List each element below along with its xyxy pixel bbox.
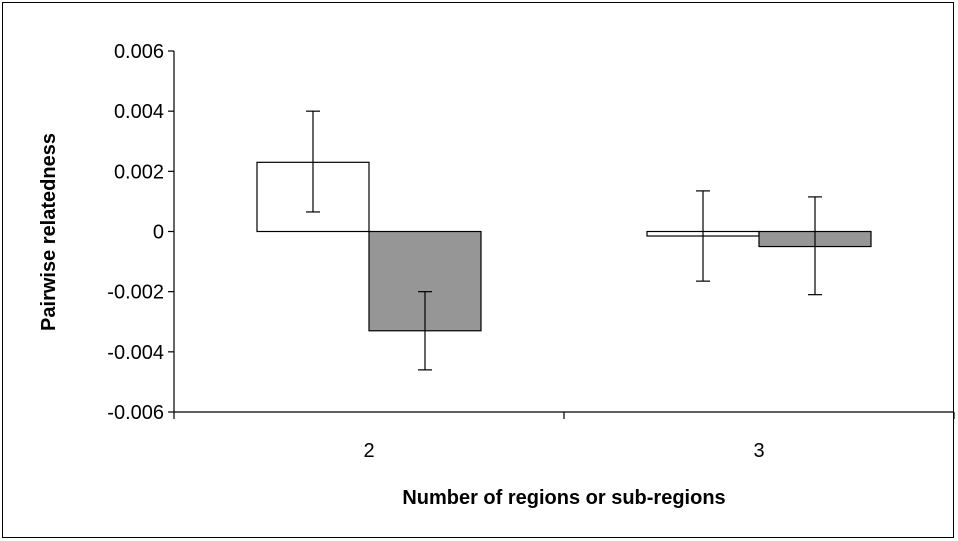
y-tick-label: -0.006 — [107, 402, 164, 424]
error-bar-series-2-cat-3 — [808, 196, 822, 296]
x-tick-label: 3 — [753, 440, 764, 462]
y-tick-label: -0.002 — [107, 282, 164, 304]
error-bar-series-2-cat-2 — [418, 291, 432, 371]
y-tick-label: 0 — [153, 222, 164, 244]
error-bar-series-1-cat-2 — [306, 110, 320, 213]
y-axis-label: Pairwise relatedness — [38, 133, 60, 331]
y-tick-label: -0.004 — [107, 342, 164, 364]
x-tick-label: 2 — [363, 440, 374, 462]
x-axis-label: Number of regions or sub-regions — [402, 487, 725, 509]
y-tick-label: 0.006 — [114, 41, 164, 63]
y-tick-label: 0.002 — [114, 161, 164, 183]
error-bar-series-1-cat-3 — [696, 190, 710, 282]
y-tick-label: 0.004 — [114, 101, 164, 123]
